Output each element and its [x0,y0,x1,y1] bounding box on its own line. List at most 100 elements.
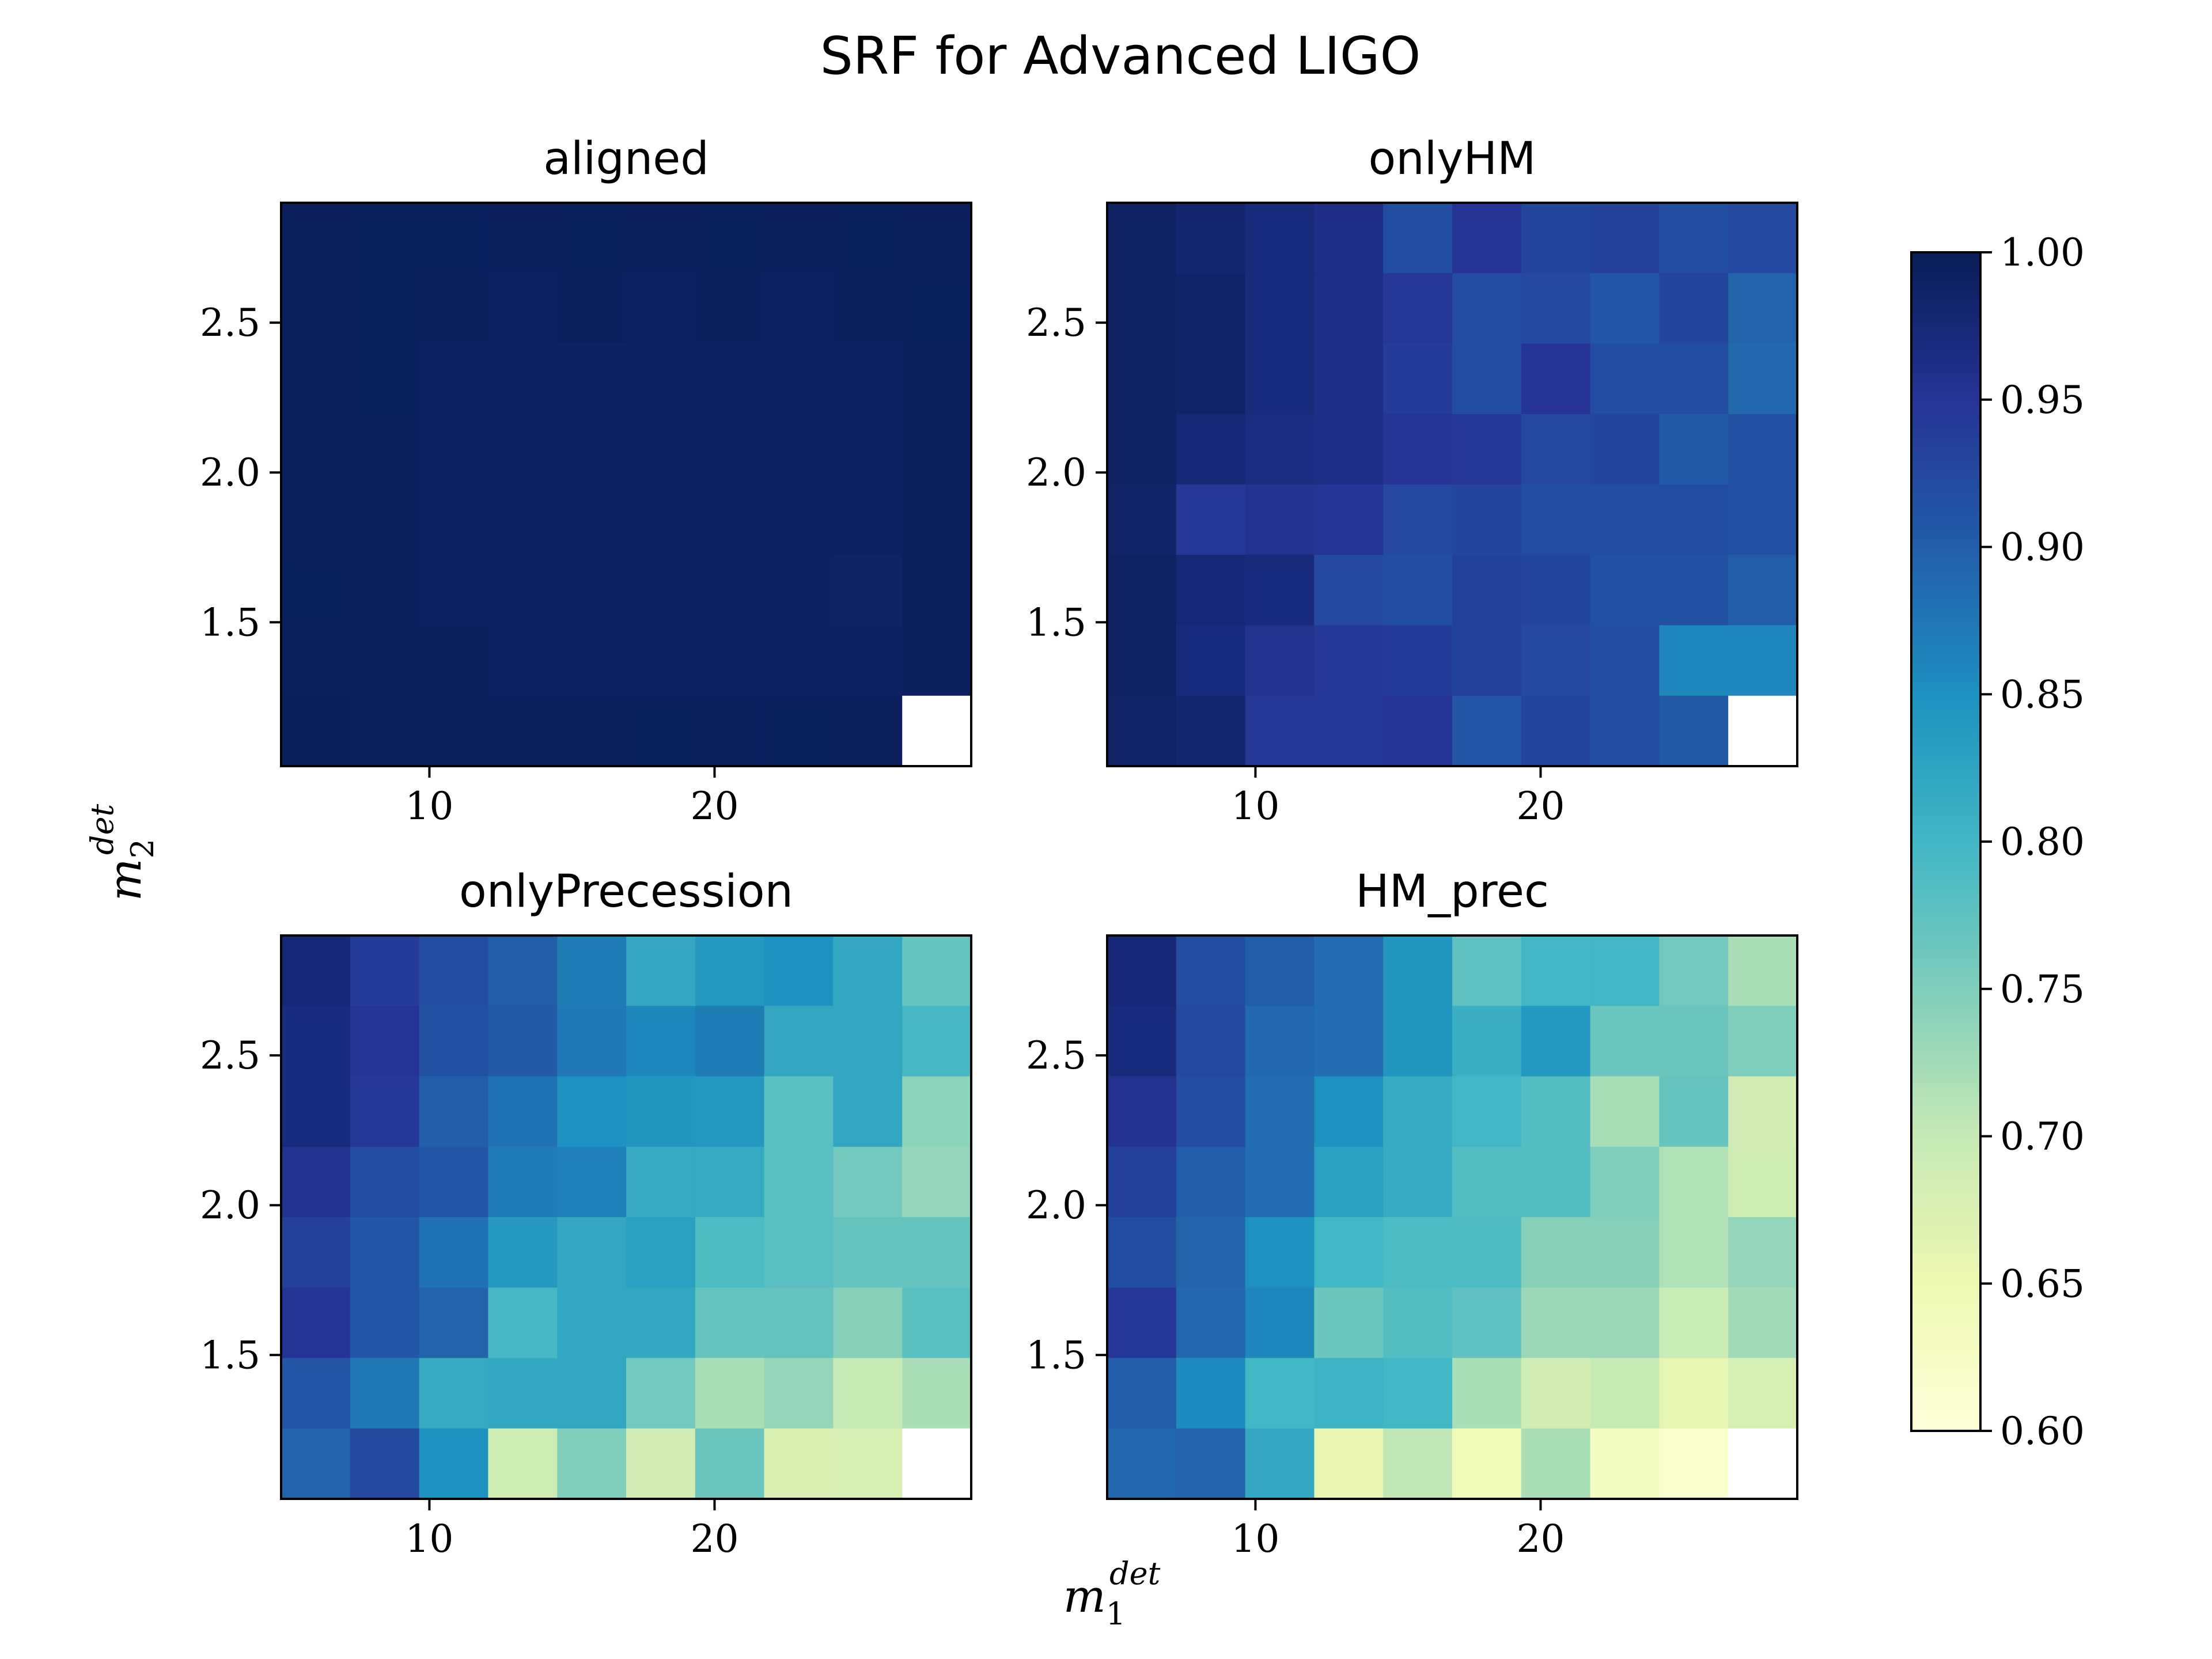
heatmap-cell [350,343,420,415]
y-tick-label: 1.5 [1026,600,1086,645]
heatmap-cell [1728,1287,1798,1359]
y-tick-label: 2.0 [200,1183,260,1228]
heatmap-cell [1659,935,1729,1006]
heatmap-cell [833,273,903,344]
heatmap-cell [833,1217,903,1288]
heatmap-cell [350,273,420,344]
heatmap-cell [1383,1217,1453,1288]
heatmap-cell [1728,484,1798,555]
heatmap-cell [1521,1076,1591,1147]
heatmap-cell [488,555,558,626]
x-axis-label-sub: 1 [1106,1596,1126,1632]
heatmap-cell [1245,1006,1315,1077]
heatmap-cell [1107,414,1177,485]
heatmap-cell [1383,1358,1453,1429]
heatmap-cell [1314,484,1384,555]
heatmap-cell [1452,1287,1522,1359]
heatmap-cell [557,1006,627,1077]
x-tick-label: 20 [1516,784,1565,828]
heatmap-cell [764,273,834,344]
heatmap-cell [1521,555,1591,626]
heatmap-cell [488,273,558,344]
heatmap-cell [1590,695,1660,767]
colorbar-gradient [1910,251,1982,1432]
heatmap-cell [1452,414,1522,485]
colorbar-tick-label: 0.80 [2000,820,2085,864]
heatmap-cell [488,203,558,274]
heatmap-cell [902,1006,972,1077]
heatmap-cell [833,1076,903,1147]
heatmap-cell [1314,1006,1384,1077]
heatmap-cell [281,1217,351,1288]
heatmap-cell [626,1146,696,1218]
heatmap-cell [695,203,765,274]
heatmap-cell [281,1428,351,1499]
heatmap-cell [419,1076,488,1147]
heatmap-cell [419,935,488,1006]
heatmap-cell [1521,695,1591,767]
heatmap-cell [833,1146,903,1218]
heatmap-cell [1107,935,1177,1006]
heatmap-cell [557,203,627,274]
heatmap-cell [1728,1358,1798,1429]
heatmap-cell [1314,273,1384,344]
heatmap-cell [1659,1358,1729,1429]
heatmap-cell [488,1076,558,1147]
heatmap-cell [1590,1006,1660,1077]
heatmap-cell [1107,273,1177,344]
heatmap-cell [350,695,420,767]
heatmap-cell [1245,1287,1315,1359]
heatmap-cell [1107,1428,1177,1499]
heatmap-cell [1728,935,1798,1006]
heatmap-cell [1383,273,1453,344]
y-axis-label-sup: det [84,804,120,855]
heatmap-cell [1452,1428,1522,1499]
heatmap-cell [1176,695,1246,767]
heatmap-cell [626,935,696,1006]
heatmap-cell [419,414,488,485]
y-tick-label: 2.5 [1026,1033,1086,1078]
heatmap-cell [695,1358,765,1429]
heatmap-cell [1245,1076,1315,1147]
heatmap-cell [1383,1428,1453,1499]
heatmap-cell [902,343,972,415]
plot-frame [1106,202,1798,767]
heatmap-cell [764,1076,834,1147]
heatmap-cell [1107,1146,1177,1218]
heatmap-panel: aligned 10 20 1.5 2.0 2.5 [200,133,972,828]
heatmap-cell [1176,1006,1246,1077]
heatmap-cell [1176,414,1246,485]
heatmap-cell [695,935,765,1006]
heatmap-panel: HM_prec 10 20 1.5 2.0 2.5 [1026,866,1798,1561]
y-tick-label: 1.5 [200,600,260,645]
heatmap-cell [1107,1076,1177,1147]
heatmap-cell [419,625,488,696]
heatmap-cell [764,1358,834,1429]
heatmap-cell [1107,1287,1177,1359]
heatmap-cell [419,343,488,415]
heatmap-cell [626,1287,696,1359]
heatmap-cell [350,935,420,1006]
heatmap-cell [557,1146,627,1218]
heatmap-cell [1452,1076,1522,1147]
heatmap-cell [1107,1006,1177,1077]
heatmap-cell [1659,484,1729,555]
heatmap-cell [1728,1146,1798,1218]
heatmap-cell [833,203,903,274]
heatmap-cell [557,273,627,344]
heatmap-cell [1590,935,1660,1006]
heatmap-cell [1659,1428,1729,1499]
heatmap-cell [488,695,558,767]
heatmap-cell [1245,695,1315,767]
heatmap-cell [1521,1006,1591,1077]
heatmap-cell [1659,343,1729,415]
heatmap-cell [488,1428,558,1499]
heatmap-cell [1521,273,1591,344]
heatmap-cell [281,695,351,767]
heatmap-cell [419,203,488,274]
heatmap-cell [281,203,351,274]
heatmap-cell [1314,414,1384,485]
heatmap-cell [1452,343,1522,415]
heatmap-cell [1659,203,1729,274]
